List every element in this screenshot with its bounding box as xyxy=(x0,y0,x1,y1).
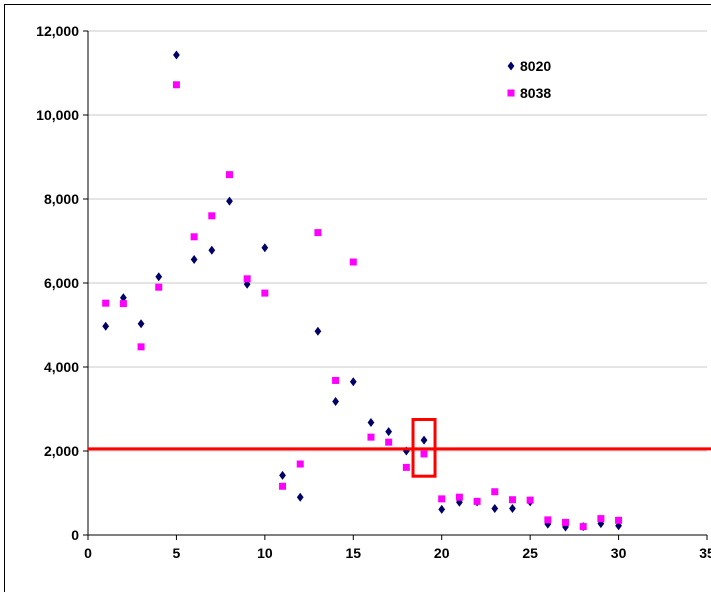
data-point-8020 xyxy=(385,427,393,437)
series-8038 xyxy=(102,81,623,531)
data-point-8020 xyxy=(102,321,110,331)
data-point-8020 xyxy=(261,243,269,253)
y-tick-label: 12,000 xyxy=(36,23,79,39)
data-point-8038 xyxy=(491,488,499,496)
y-tick-label: 10,000 xyxy=(36,107,79,123)
annotations xyxy=(88,418,711,478)
data-point-8038 xyxy=(261,289,269,297)
x-tick-label: 5 xyxy=(173,545,181,561)
data-point-8020 xyxy=(226,196,233,206)
data-point-8038 xyxy=(562,518,570,526)
data-point-8020 xyxy=(509,504,516,514)
data-point-8038 xyxy=(597,515,605,523)
data-point-8038 xyxy=(279,482,287,490)
legend-marker-8020 xyxy=(507,61,515,71)
x-tick-label: 20 xyxy=(434,545,450,561)
data-point-8038 xyxy=(544,516,552,524)
data-point-8038 xyxy=(102,299,110,307)
data-point-8038 xyxy=(508,496,516,504)
data-point-8038 xyxy=(579,523,587,531)
data-point-8020 xyxy=(491,504,499,514)
data-point-8020 xyxy=(296,492,304,502)
x-tick-label: 30 xyxy=(611,545,627,561)
data-point-8020 xyxy=(155,272,163,282)
data-point-8038 xyxy=(473,497,481,505)
y-tick-label: 2,000 xyxy=(44,443,79,459)
data-point-8038 xyxy=(208,212,216,220)
legend: 8020 8038 xyxy=(507,58,551,101)
data-point-8038 xyxy=(190,233,198,241)
data-point-8038 xyxy=(402,463,410,471)
x-tick-label: 25 xyxy=(522,545,538,561)
data-point-8038 xyxy=(155,283,163,291)
data-point-8020 xyxy=(279,470,286,480)
data-point-8038 xyxy=(137,343,145,351)
y-tick-label: 6,000 xyxy=(44,275,79,291)
x-tick-label: 0 xyxy=(84,545,92,561)
data-point-8038 xyxy=(455,493,463,501)
data-point-8020 xyxy=(119,293,127,303)
legend-marker-8038 xyxy=(507,89,515,97)
x-tick-label: 10 xyxy=(257,545,273,561)
tick-labels: 0 2,000 4,000 6,000 8,000 10,000 12,000 0 5 10 15 2… xyxy=(36,23,711,561)
data-point-8020 xyxy=(173,50,180,60)
y-tick-label: 4,000 xyxy=(44,359,79,375)
axes xyxy=(4,4,711,592)
data-point-8020 xyxy=(137,319,145,329)
y-tick-label: 0 xyxy=(71,527,79,543)
x-tick-label: 35 xyxy=(699,545,711,561)
data-point-8038 xyxy=(172,81,180,89)
data-point-8038 xyxy=(332,376,340,384)
highlight-box xyxy=(411,418,437,478)
data-point-8020 xyxy=(367,417,375,427)
data-point-8038 xyxy=(349,258,357,266)
y-tick-label: 8,000 xyxy=(44,191,79,207)
data-point-8038 xyxy=(119,300,127,308)
data-point-8038 xyxy=(296,460,304,468)
data-point-8038 xyxy=(438,495,446,503)
data-point-8020 xyxy=(190,254,198,264)
legend-label-8038: 8038 xyxy=(520,85,551,101)
data-point-8038 xyxy=(385,438,393,446)
data-point-8020 xyxy=(438,504,446,514)
chart-border xyxy=(4,4,711,592)
data-point-8020 xyxy=(314,326,322,336)
data-point-8038 xyxy=(420,450,428,458)
x-tick-label: 15 xyxy=(345,545,361,561)
data-point-8020 xyxy=(349,377,357,387)
data-series xyxy=(102,50,623,532)
data-point-8020 xyxy=(332,396,339,406)
legend-label-8020: 8020 xyxy=(520,58,551,74)
data-point-8038 xyxy=(367,433,375,441)
data-point-8020 xyxy=(420,435,428,445)
grid-lines xyxy=(88,30,707,452)
data-point-8038 xyxy=(225,171,233,179)
data-point-8038 xyxy=(243,275,251,283)
series-8020 xyxy=(102,50,622,532)
data-point-8038 xyxy=(615,516,623,524)
data-point-8038 xyxy=(526,496,534,504)
data-point-8038 xyxy=(314,229,322,237)
data-point-8020 xyxy=(208,245,216,255)
